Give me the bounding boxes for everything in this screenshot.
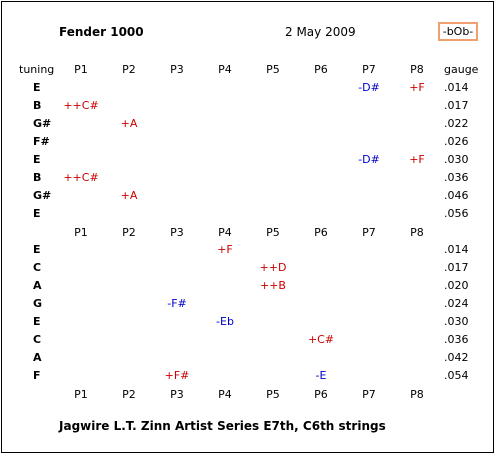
chart-frame — [1, 1, 494, 453]
c6-tuning-2: C — [33, 261, 42, 274]
c6-gauge-6: .036 — [444, 333, 469, 346]
e9-tuning-3: G# — [33, 117, 52, 130]
e9-gauge-2: .017 — [444, 99, 469, 112]
e9-header-pedal-p7: P7 — [362, 63, 376, 76]
e9-header-pedal-p8: P8 — [410, 63, 424, 76]
e9-header-pedal-p2: P2 — [122, 63, 136, 76]
c6-change-s8-p6: -E — [315, 369, 327, 382]
footer-caption: Jagwire L.T. Zinn Artist Series E7th, C6… — [59, 419, 386, 433]
e9-change-s5-p8: +F — [409, 153, 425, 166]
c6-change-s3-p5: ++B — [260, 279, 286, 292]
c6-header-pedal-p4: P4 — [218, 226, 232, 239]
c6-gauge-4: .024 — [444, 297, 469, 310]
e9-header-pedal-p4: P4 — [218, 63, 232, 76]
c6-gauge-1: .014 — [444, 243, 469, 256]
footer-pedal-p7: P7 — [362, 388, 376, 401]
c6-gauge-3: .020 — [444, 279, 469, 292]
e9-header-pedal-p5: P5 — [266, 63, 280, 76]
page-title: Fender 1000 — [59, 25, 144, 39]
e9-gauge-1: .014 — [444, 81, 469, 94]
c6-tuning-5: E — [33, 315, 41, 328]
c6-tuning-8: F — [33, 369, 41, 382]
e9-gauge-8: .056 — [444, 207, 469, 220]
c6-gauge-5: .030 — [444, 315, 469, 328]
footer-pedal-p3: P3 — [170, 388, 184, 401]
e9-change-s3-p2: +A — [120, 117, 138, 130]
gauge-header: gauge — [444, 63, 479, 76]
e9-gauge-4: .026 — [444, 135, 469, 148]
e9-change-s6-p1: ++C# — [63, 171, 99, 184]
c6-change-s5-p4: -Eb — [216, 315, 234, 328]
tuning-header: tuning — [19, 63, 55, 76]
e9-tuning-2: B — [33, 99, 42, 112]
c6-tuning-6: C — [33, 333, 42, 346]
e9-change-s5-p7: -D# — [358, 153, 380, 166]
c6-change-s4-p3: -F# — [167, 297, 187, 310]
c6-tuning-3: A — [33, 279, 42, 292]
c6-tuning-1: E — [33, 243, 41, 256]
e9-change-s2-p1: ++C# — [63, 99, 99, 112]
footer-pedal-p8: P8 — [410, 388, 424, 401]
footer-pedal-p4: P4 — [218, 388, 232, 401]
c6-gauge-7: .042 — [444, 351, 469, 364]
e9-tuning-7: G# — [33, 189, 52, 202]
e9-change-s1-p7: -D# — [358, 81, 380, 94]
c6-tuning-7: A — [33, 351, 42, 364]
e9-tuning-6: B — [33, 171, 42, 184]
c6-header-pedal-p8: P8 — [410, 226, 424, 239]
footer-pedal-p1: P1 — [74, 388, 88, 401]
e9-gauge-3: .022 — [444, 117, 469, 130]
c6-gauge-2: .017 — [444, 261, 469, 274]
e9-gauge-7: .046 — [444, 189, 469, 202]
c6-header-pedal-p2: P2 — [122, 226, 136, 239]
footer-pedal-p5: P5 — [266, 388, 280, 401]
c6-header-pedal-p6: P6 — [314, 226, 328, 239]
c6-gauge-8: .054 — [444, 369, 469, 382]
e9-header-pedal-p1: P1 — [74, 63, 88, 76]
c6-header-pedal-p1: P1 — [74, 226, 88, 239]
e9-tuning-4: F# — [33, 135, 50, 148]
c6-header-pedal-p7: P7 — [362, 226, 376, 239]
c6-change-s8-p3: +F# — [164, 369, 190, 382]
footer-pedal-p6: P6 — [314, 388, 328, 401]
c6-change-s1-p4: +F — [217, 243, 233, 256]
c6-tuning-4: G — [33, 297, 43, 310]
c6-change-s2-p5: ++D — [259, 261, 287, 274]
c6-header-pedal-p5: P5 — [266, 226, 280, 239]
footer-pedal-p2: P2 — [122, 388, 136, 401]
e9-change-s1-p8: +F — [409, 81, 425, 94]
logo-badge: -bOb- — [438, 22, 478, 41]
e9-header-pedal-p3: P3 — [170, 63, 184, 76]
date-label: 2 May 2009 — [285, 25, 356, 39]
c6-header-pedal-p3: P3 — [170, 226, 184, 239]
e9-gauge-6: .036 — [444, 171, 469, 184]
e9-header-pedal-p6: P6 — [314, 63, 328, 76]
e9-tuning-8: E — [33, 207, 41, 220]
c6-change-s6-p6: +C# — [307, 333, 335, 346]
e9-tuning-1: E — [33, 81, 41, 94]
e9-tuning-5: E — [33, 153, 41, 166]
e9-change-s7-p2: +A — [120, 189, 138, 202]
e9-gauge-5: .030 — [444, 153, 469, 166]
